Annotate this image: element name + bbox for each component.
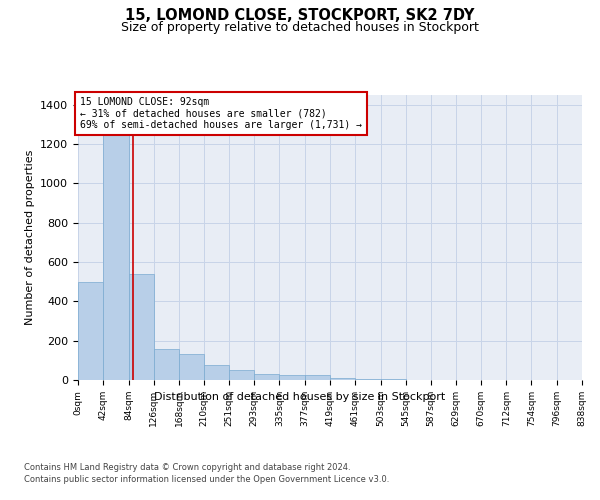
Bar: [280, 375, 305, 380]
Text: Size of property relative to detached houses in Stockport: Size of property relative to detached ho…: [121, 21, 479, 34]
Bar: [254, 374, 280, 380]
Bar: [330, 378, 355, 380]
Text: Contains HM Land Registry data © Crown copyright and database right 2024.: Contains HM Land Registry data © Crown c…: [24, 462, 350, 471]
Text: Distribution of detached houses by size in Stockport: Distribution of detached houses by size …: [154, 392, 446, 402]
Bar: [229, 370, 254, 380]
Text: 15, LOMOND CLOSE, STOCKPORT, SK2 7DY: 15, LOMOND CLOSE, STOCKPORT, SK2 7DY: [125, 8, 475, 22]
Bar: [128, 274, 154, 380]
Bar: [179, 354, 205, 380]
Bar: [154, 348, 179, 380]
Bar: [355, 379, 380, 380]
Y-axis label: Number of detached properties: Number of detached properties: [25, 150, 35, 325]
Text: Contains public sector information licensed under the Open Government Licence v3: Contains public sector information licen…: [24, 475, 389, 484]
Text: 15 LOMOND CLOSE: 92sqm
← 31% of detached houses are smaller (782)
69% of semi-de: 15 LOMOND CLOSE: 92sqm ← 31% of detached…: [80, 97, 362, 130]
Bar: [103, 134, 128, 380]
Bar: [305, 375, 330, 380]
Bar: [205, 366, 229, 380]
Bar: [78, 282, 103, 380]
